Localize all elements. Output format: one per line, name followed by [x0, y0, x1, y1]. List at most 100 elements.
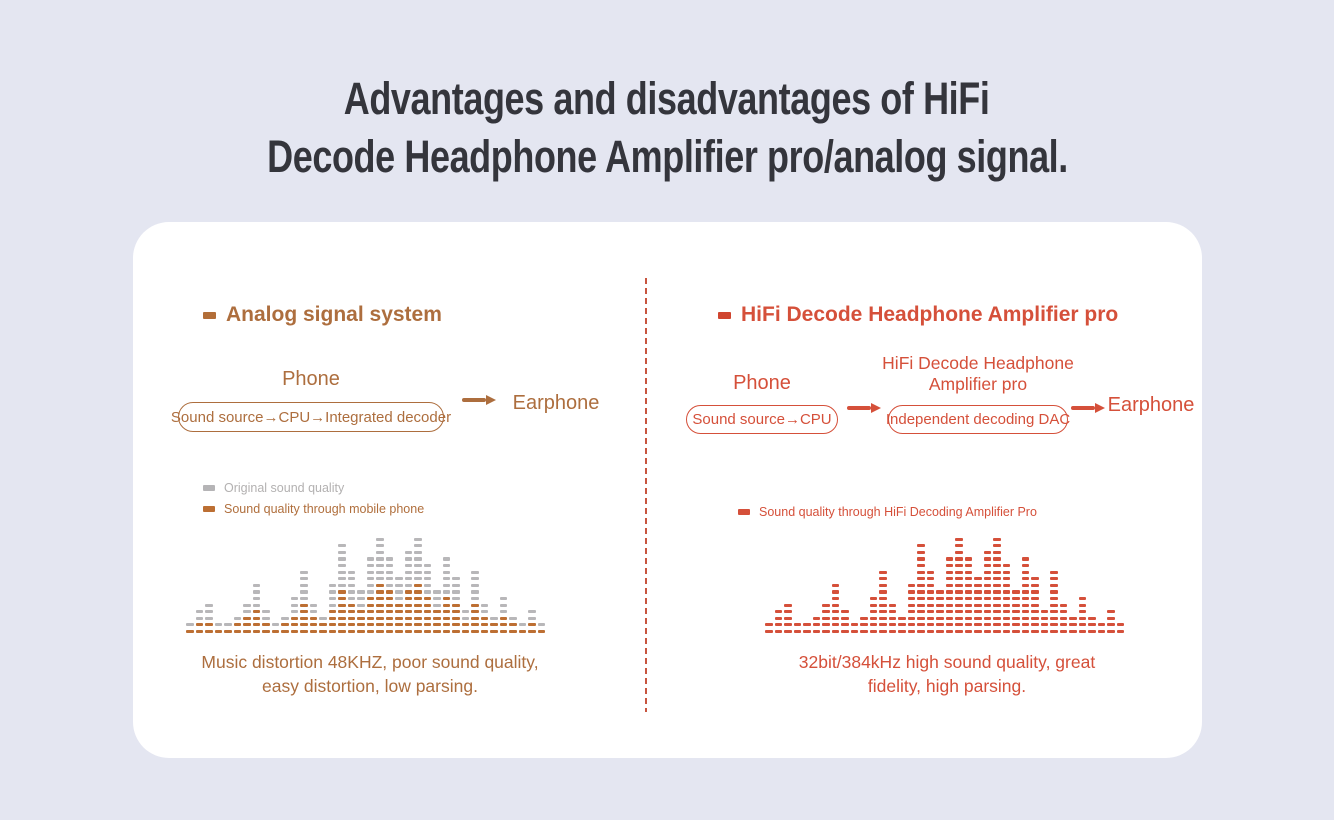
eq-dash [879, 596, 887, 601]
eq-dash [1078, 629, 1086, 633]
eq-dash [404, 610, 412, 614]
eq-dash [442, 623, 450, 627]
eq-dash [404, 570, 412, 574]
eq-dash [917, 616, 925, 620]
eq-column [328, 583, 336, 633]
eq-column [945, 557, 953, 633]
eq-dash [974, 629, 982, 633]
eq-dash [262, 616, 270, 620]
eq-dash [442, 557, 450, 561]
eq-dash [252, 629, 260, 633]
eq-dash [433, 610, 441, 614]
eq-dash [945, 603, 953, 607]
eq-column [784, 603, 792, 633]
eq-column [831, 583, 839, 633]
eq-dash [907, 590, 915, 594]
eq-dash [983, 616, 991, 620]
eq-dash [404, 616, 412, 620]
eq-dash [338, 564, 346, 568]
eq-dash [1002, 616, 1010, 620]
eq-column [1050, 570, 1058, 633]
eq-dash [442, 596, 450, 601]
right-phone-label: Phone [733, 372, 791, 394]
eq-dash [983, 590, 991, 594]
eq-dash [461, 610, 469, 614]
eq-dash [385, 564, 393, 568]
eq-dash [347, 596, 355, 601]
eq-dash [366, 603, 374, 607]
eq-dash [983, 570, 991, 574]
eq-dash [233, 623, 241, 627]
eq-dash [376, 550, 384, 555]
eq-dash [1031, 577, 1039, 581]
eq-dash [357, 596, 365, 601]
eq-dash [490, 616, 498, 620]
eq-dash [926, 577, 934, 581]
eq-dash [1031, 590, 1039, 594]
eq-dash [993, 590, 1001, 594]
eq-dash [1069, 616, 1077, 620]
eq-dash [423, 616, 431, 620]
left-section-header: Analog signal system [203, 303, 442, 327]
eq-dash [290, 603, 298, 607]
eq-dash [1040, 629, 1048, 633]
eq-dash [1059, 616, 1067, 620]
eq-dash [385, 570, 393, 574]
eq-dash [945, 596, 953, 601]
eq-dash [414, 583, 422, 587]
eq-column [224, 623, 232, 633]
eq-dash [1059, 623, 1067, 627]
eq-column [1116, 623, 1124, 633]
eq-dash [300, 583, 308, 587]
eq-column [1107, 610, 1115, 633]
eq-dash [404, 629, 412, 633]
eq-dash [983, 603, 991, 607]
eq-dash [983, 583, 991, 587]
eq-dash [869, 616, 877, 620]
eq-column [936, 590, 944, 633]
right-device-label-line1: HiFi Decode Headphone [882, 353, 1074, 373]
eq-column [347, 570, 355, 633]
eq-dash [376, 616, 384, 620]
arrow-right-icon [1071, 403, 1105, 413]
arrow-head [1095, 403, 1105, 413]
eq-dash [442, 577, 450, 581]
eq-dash [518, 623, 526, 627]
eq-dash [309, 610, 317, 614]
eq-dash [376, 623, 384, 627]
eq-dash [945, 557, 953, 561]
eq-dash [480, 603, 488, 607]
eq-dash [831, 590, 839, 594]
right-caption-line1: 32bit/384kHz high sound quality, great [798, 652, 1096, 672]
eq-dash [347, 623, 355, 627]
eq-dash [328, 616, 336, 620]
eq-dash [1069, 629, 1077, 633]
eq-dash [414, 623, 422, 627]
eq-column [205, 603, 213, 633]
eq-dash [300, 603, 308, 607]
eq-dash [395, 616, 403, 620]
eq-dash [793, 629, 801, 633]
eq-dash [1088, 616, 1096, 620]
eq-dash [784, 616, 792, 620]
eq-column [765, 623, 773, 633]
eq-dash [480, 623, 488, 627]
eq-dash [300, 623, 308, 627]
eq-dash [917, 629, 925, 633]
eq-dash [300, 570, 308, 574]
arrow-shaft [462, 398, 486, 402]
eq-dash [1012, 629, 1020, 633]
eq-column [1069, 616, 1077, 633]
eq-dash [822, 623, 830, 627]
eq-column [271, 623, 279, 633]
arrow-right-icon [847, 403, 881, 413]
eq-dash [347, 610, 355, 614]
eq-dash [328, 603, 336, 607]
right-device-label: HiFi Decode Headphone Amplifier pro [848, 353, 1108, 395]
eq-dash [803, 623, 811, 627]
eq-dash [271, 623, 279, 627]
eq-dash [860, 623, 868, 627]
eq-dash [964, 603, 972, 607]
eq-column [509, 616, 517, 633]
